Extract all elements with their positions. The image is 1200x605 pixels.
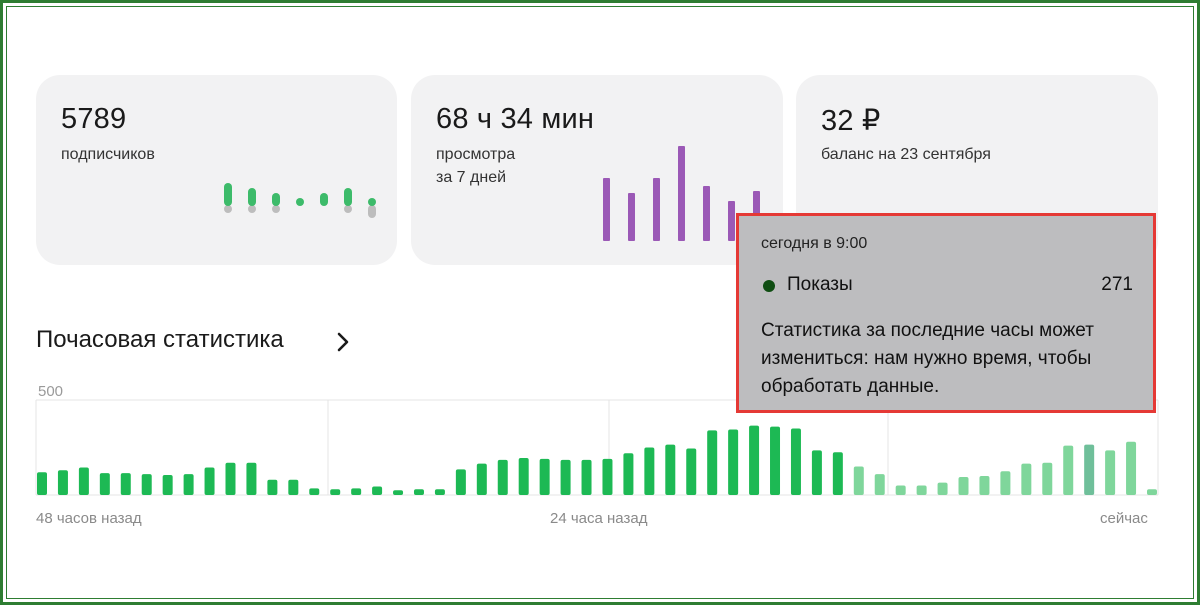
subscribers-mini-pos-bar [296, 198, 304, 206]
hourly-bar [330, 489, 341, 495]
hourly-bar [288, 479, 299, 495]
subscribers-mini-pos-bar [224, 183, 232, 206]
chart-tooltip: сегодня в 9:00 Показы 271 Статистика за … [736, 213, 1156, 413]
subscribers-card[interactable]: 5789 подписчиков [36, 75, 397, 265]
x-label-start: 48 часов назад [36, 510, 142, 527]
views-mini-bar [728, 201, 735, 241]
subscribers-mini-pos-bar [248, 188, 256, 206]
hourly-bar [560, 459, 571, 495]
hourly-bar [1105, 450, 1116, 495]
hourly-bar [1084, 444, 1095, 495]
hourly-bar [309, 488, 320, 495]
tooltip-date: сегодня в 9:00 [761, 235, 868, 252]
hourly-bar [183, 474, 194, 495]
hourly-bar [99, 473, 110, 495]
hourly-bar [728, 429, 739, 495]
tooltip-value: 271 [1101, 274, 1133, 295]
hourly-bar [644, 447, 655, 495]
views-mini-bar [628, 193, 635, 241]
hourly-bar [916, 485, 927, 495]
subscribers-mini-neg-bar [368, 205, 376, 218]
hourly-bar [623, 453, 634, 495]
hourly-bar [539, 458, 550, 495]
subscribers-mini-pos-bar [272, 193, 280, 206]
subscribers-count: 5789 [61, 103, 127, 135]
series-dot-icon [763, 280, 775, 292]
hourly-bar [351, 488, 362, 495]
subscribers-label: подписчиков [61, 143, 155, 166]
hourly-bar [937, 482, 948, 495]
views-mini-bar [678, 146, 685, 241]
hourly-bar [686, 448, 697, 495]
views-card[interactable]: 68 ч 34 мин просмотра за 7 дней [411, 75, 783, 265]
subscribers-mini-neg-bar [344, 205, 352, 213]
hourly-bar [1042, 462, 1053, 495]
hourly-bar [958, 476, 969, 495]
hourly-bar [393, 490, 404, 495]
views-label-line-2: за 7 дней [436, 169, 507, 186]
hourly-bar [120, 473, 131, 495]
hourly-bar [476, 463, 487, 495]
hourly-bar [581, 459, 592, 495]
subscribers-mini-neg-bar [248, 205, 256, 213]
hourly-bar [246, 462, 257, 495]
x-label-mid: 24 часа назад [550, 510, 648, 527]
hourly-bar [162, 475, 173, 495]
hourly-bar [895, 485, 906, 495]
hourly-bar [790, 428, 801, 495]
x-label-end: сейчас [1100, 510, 1148, 527]
hourly-bar [707, 430, 718, 495]
hourly-bar [497, 459, 508, 495]
hourly-bar [979, 476, 990, 495]
hourly-bar [1147, 489, 1157, 495]
hourly-bar [770, 426, 781, 495]
views-mini-bar [603, 178, 610, 241]
subscribers-mini-pos-bar [320, 193, 328, 206]
hourly-bar [37, 472, 47, 495]
y-tick-label-max: 500 [38, 383, 63, 400]
subscribers-label-line: подписчиков [61, 146, 155, 163]
views-mini-bar [653, 178, 660, 241]
balance-label-line: баланс на 23 сентября [821, 146, 991, 163]
subscribers-mini-pos-bar [368, 198, 376, 206]
hourly-bar [434, 489, 445, 495]
hourly-stats-title[interactable]: Почасовая статистика [36, 326, 284, 353]
hourly-bar [1000, 471, 1011, 495]
subscribers-mini-pos-bar [344, 188, 352, 206]
views-mini-bar [703, 186, 710, 241]
hourly-bar [1021, 463, 1032, 495]
hourly-bar [1126, 441, 1137, 495]
hourly-bar [602, 458, 613, 495]
hourly-bar [267, 479, 278, 495]
hourly-bar [811, 450, 822, 495]
hourly-bar [832, 452, 843, 495]
hourly-bar [57, 470, 68, 495]
tooltip-series-name: Показы [787, 274, 853, 295]
hourly-bar [141, 474, 152, 495]
views-label: просмотра за 7 дней [436, 143, 515, 189]
subscribers-mini-neg-bar [272, 205, 280, 213]
hourly-bar [874, 474, 885, 495]
hourly-bar [853, 466, 864, 495]
views-duration: 68 ч 34 мин [436, 103, 595, 135]
hourly-bar [665, 444, 676, 495]
subscribers-mini-neg-bar [224, 205, 232, 213]
hourly-bar [204, 467, 215, 495]
views-label-line-1: просмотра [436, 146, 516, 163]
hourly-bar [372, 486, 383, 495]
hourly-bar [1063, 445, 1074, 495]
hourly-bar [78, 467, 89, 495]
balance-amount: 32 ₽ [821, 105, 881, 137]
hourly-bar [518, 457, 529, 495]
hourly-bar [749, 425, 760, 495]
balance-label: баланс на 23 сентября [821, 143, 991, 166]
hourly-bar [455, 469, 466, 495]
subscribers-mini-chart [224, 183, 376, 218]
hourly-bar [225, 462, 236, 495]
chevron-right-icon[interactable] [332, 329, 354, 355]
hourly-bar [413, 489, 424, 495]
tooltip-note: Статистика за последние часы может измен… [761, 320, 1094, 397]
